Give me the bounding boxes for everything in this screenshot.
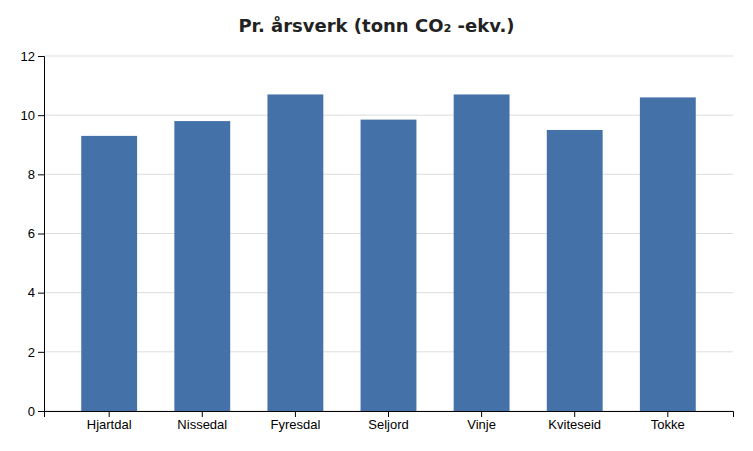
tick: Nissedal [177,411,227,432]
tick: 8 [28,167,44,182]
tick-label: 2 [28,344,35,359]
chart: Hjartdal Nissedal Fyresdal Seljord Vinje Kvit… [0,0,753,451]
axis-line [45,412,734,418]
y-axis: 0 2 4 6 8 10 12 [21,49,45,419]
grid-line [44,56,733,57]
tick-label: Kviteseid [548,417,601,432]
tick: 4 [28,285,44,300]
tick-label: 4 [28,285,35,300]
tick-mark [574,411,575,417]
tick: Seljord [368,411,408,432]
bar [547,130,603,411]
title: Pr. årsverk (tonn CO₂ -ekv.) [238,15,514,36]
tick-mark [202,411,203,417]
grid [44,56,733,411]
x-axis: Hjartdal Nissedal Fyresdal Seljord Vinje Kvit… [45,411,734,432]
tick-mark [38,234,44,235]
tick-mark [38,174,44,175]
bar [640,97,696,411]
bars [81,94,696,411]
tick: 10 [21,108,44,123]
tick: Kviteseid [548,411,601,432]
tick: 12 [21,49,44,64]
tick-label: Seljord [368,417,408,432]
tick: Hjartdal [87,411,132,432]
bar [81,136,137,411]
tick-label: 12 [21,49,35,64]
grid-line [44,115,733,116]
tick: Tokke [651,411,685,432]
tick-mark [295,411,296,417]
tick-mark [667,411,668,417]
tick: 6 [28,226,44,241]
tick-mark [388,411,389,417]
tick-label: Hjartdal [87,417,132,432]
tick-mark [38,56,44,57]
axis-line [38,57,45,412]
tick-label: 10 [21,108,35,123]
tick-mark [38,352,44,353]
tick-mark [38,411,44,412]
bar [267,94,323,411]
tick-label: 6 [28,226,35,241]
tick-label: Vinje [467,417,496,432]
tick: 0 [28,404,44,419]
tick-mark [38,293,44,294]
tick-label: Tokke [651,417,685,432]
tick-mark [481,411,482,417]
tick-label: Nissedal [177,417,227,432]
tick: 2 [28,344,44,359]
tick-mark [109,411,110,417]
tick: Fyresdal [270,411,320,432]
bar [361,120,417,411]
tick-label: 0 [28,404,35,419]
tick-label: Fyresdal [270,417,320,432]
tick-label: 8 [28,167,35,182]
plot-area: Hjartdal Nissedal Fyresdal Seljord Vinje Kvit… [21,49,734,433]
bar [454,94,510,411]
bar [174,121,230,411]
tick-mark [38,115,44,116]
tick: Vinje [467,411,496,432]
